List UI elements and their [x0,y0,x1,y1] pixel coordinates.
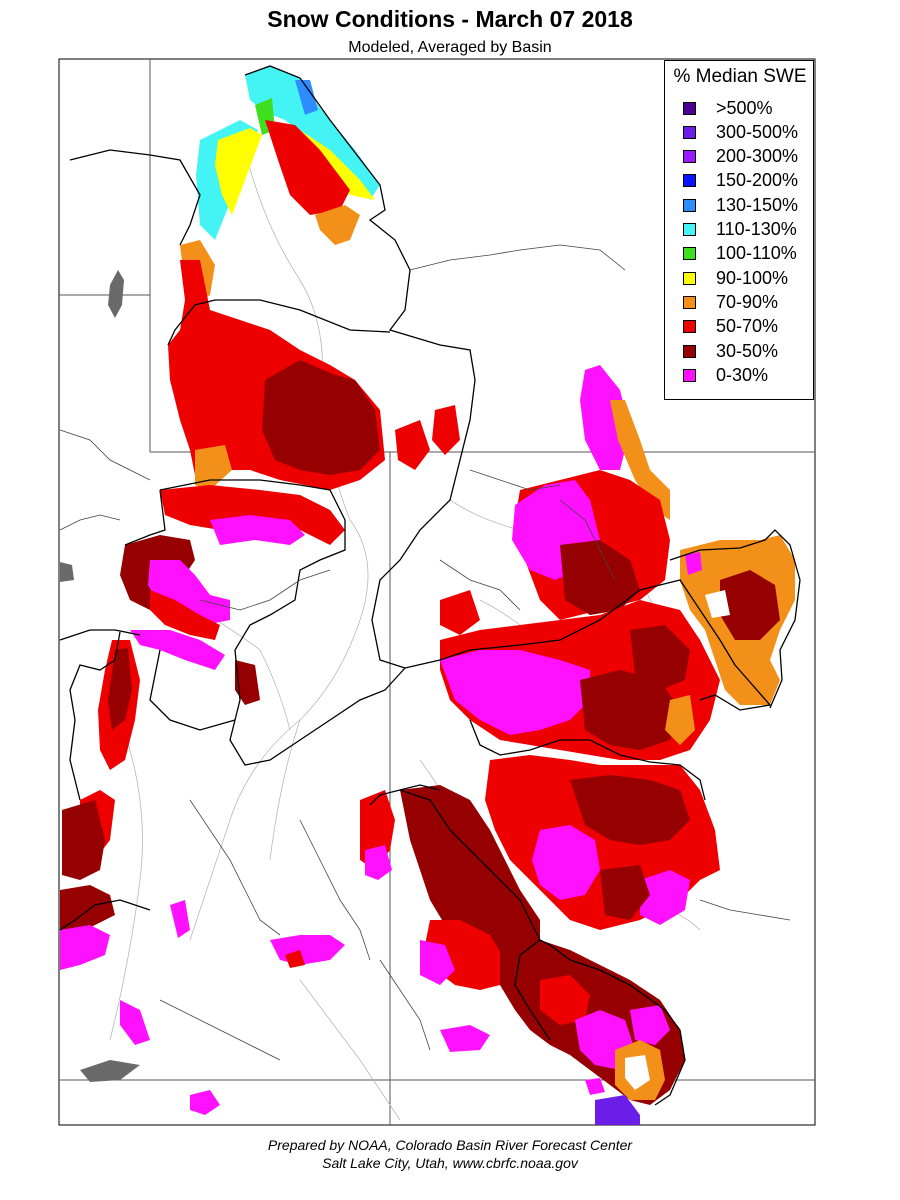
snow-region-duchesne [120,485,345,705]
legend-item: 50-70% [683,316,778,338]
legend-label: 0-30% [716,364,769,385]
legend-item: >500% [683,97,773,119]
legend-item: 90-100% [683,267,788,289]
legend-item: 300-500% [683,121,798,143]
legend-swatch [683,150,696,164]
legend-label: 90-100% [716,267,789,288]
legend-item: 30-50% [683,340,778,362]
snow-region-west [60,640,190,1045]
legend-label: >500% [716,97,773,118]
legend-title: % Median SWE [673,66,807,87]
legend-swatch [683,174,696,188]
legend-item: 200-300% [683,146,798,168]
legend-label: 70-90% [716,291,779,312]
legend-swatch [683,247,696,261]
legend-swatch [683,198,696,212]
legend-swatch [683,125,696,139]
snow-region-south-utah [190,935,490,1115]
legend-swatch [683,320,696,334]
snow-region-upper-green [168,240,460,490]
snow-region-colorado-headwaters [440,365,720,760]
legend-item: 150-200% [683,170,798,192]
legend-swatch [683,368,696,382]
legend-label: 150-200% [716,170,799,191]
snow-region-north [196,66,380,245]
map-title: Snow Conditions - March 07 2018 [267,6,633,32]
legend-label: 100-110% [716,243,797,264]
legend-label: 130-150% [716,194,799,215]
legend-item: 130-150% [683,194,798,216]
legend-item: 110-130% [683,219,797,241]
legend-item: 70-90% [683,291,778,313]
credit-line-2: Salt Lake City, Utah, www.cbrfc.noaa.gov [322,1155,578,1171]
legend-swatch [683,223,696,236]
sub-basin-boundaries [59,244,791,1061]
legend-label: 300-500% [716,121,799,142]
basin-boundaries [59,65,801,1106]
snow-region-san-juan [360,755,720,990]
credit-line-1: Prepared by NOAA, Colorado Basin River F… [267,1137,633,1153]
legend-label: 50-70% [716,316,779,337]
legend-swatch [683,101,696,115]
legend-item: 100-110% [683,243,797,265]
legend-label: 200-300% [716,146,799,167]
legend-swatch [683,344,696,358]
legend-box: % Median SWE >500% 300-500% 200-300% 150-20… [664,60,814,400]
map-subtitle: Modeled, Averaged by Basin [348,39,552,56]
legend-swatch [683,271,696,285]
legend-swatch [683,295,696,309]
legend-item: 0-30% [683,364,768,386]
legend-label: 110-130% [716,219,797,239]
snow-region-animas [500,940,685,1125]
legend-label: 30-50% [716,340,779,361]
snow-region-east-pocket [680,535,795,705]
